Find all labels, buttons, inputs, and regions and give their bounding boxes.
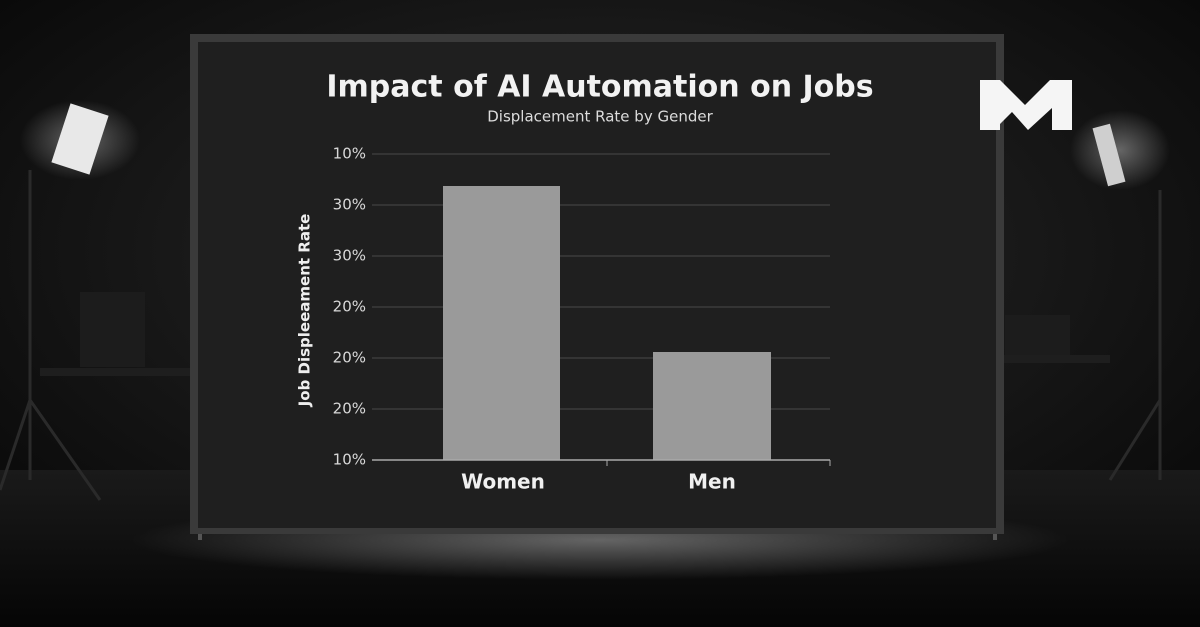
y-tick-label: 30%: [333, 247, 366, 265]
y-tick-label: 10%: [333, 451, 366, 469]
y-tick-label: 20%: [333, 400, 366, 418]
x-tick-label: Women: [461, 470, 545, 494]
left-light: [0, 100, 190, 501]
bar: [443, 186, 560, 460]
y-axis-label: Job Displeeament Rate: [296, 214, 314, 408]
y-tick-label: 20%: [333, 298, 366, 316]
right-light: [1000, 110, 1170, 481]
chart-title: Impact of AI Automation on Jobs: [326, 70, 873, 105]
x-tick-label: Men: [688, 470, 736, 494]
logo: [980, 80, 1072, 130]
chart-subtitle: Displacement Rate by Gender: [487, 108, 713, 126]
bar: [653, 352, 771, 460]
screen: [198, 42, 996, 528]
y-tick-label: 20%: [333, 349, 366, 367]
y-tick-label: 30%: [333, 196, 366, 214]
y-tick-label: 10%: [333, 145, 366, 163]
